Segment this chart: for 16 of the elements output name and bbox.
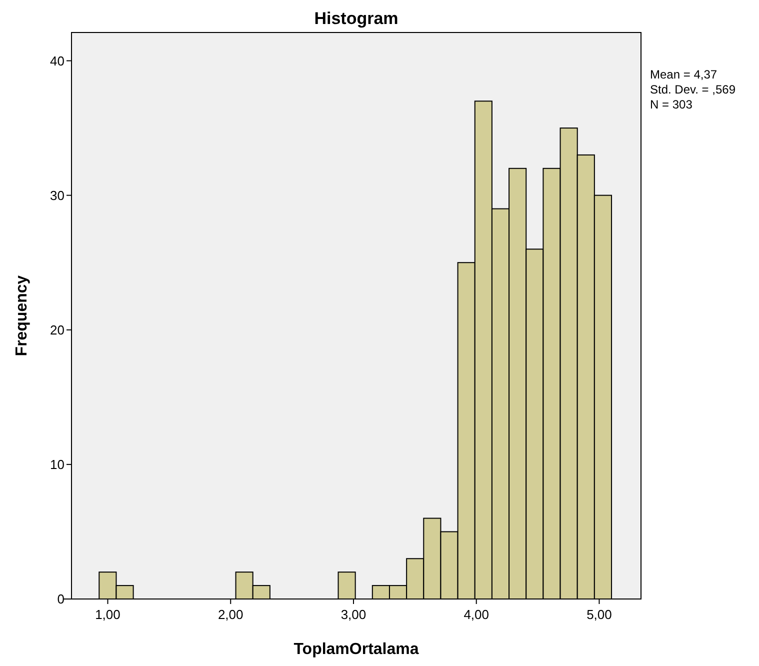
text: Std. Dev. = ,569 xyxy=(650,82,736,96)
x-tick-label: 3,00 xyxy=(340,607,366,622)
x-tick-label: 1,00 xyxy=(95,607,120,622)
y-tick-label: 30 xyxy=(50,188,64,203)
text: Mean = 4,37 xyxy=(650,68,718,82)
x-tick-label: 5,00 xyxy=(586,607,612,622)
chart-title: Histogram xyxy=(314,9,398,28)
x-tick-label: 4,00 xyxy=(464,607,490,622)
x-axis-title: ToplamOrtalama xyxy=(294,641,419,658)
x-tick-label: 2,00 xyxy=(218,607,244,622)
y-tick-label: 20 xyxy=(50,322,64,338)
y-axis-title: Frequency xyxy=(14,275,30,356)
y-tick-label: 0 xyxy=(57,592,64,607)
y-tick-label: 10 xyxy=(50,456,64,472)
y-tick-label: 40 xyxy=(50,53,64,68)
text: N = 303 xyxy=(650,98,693,112)
